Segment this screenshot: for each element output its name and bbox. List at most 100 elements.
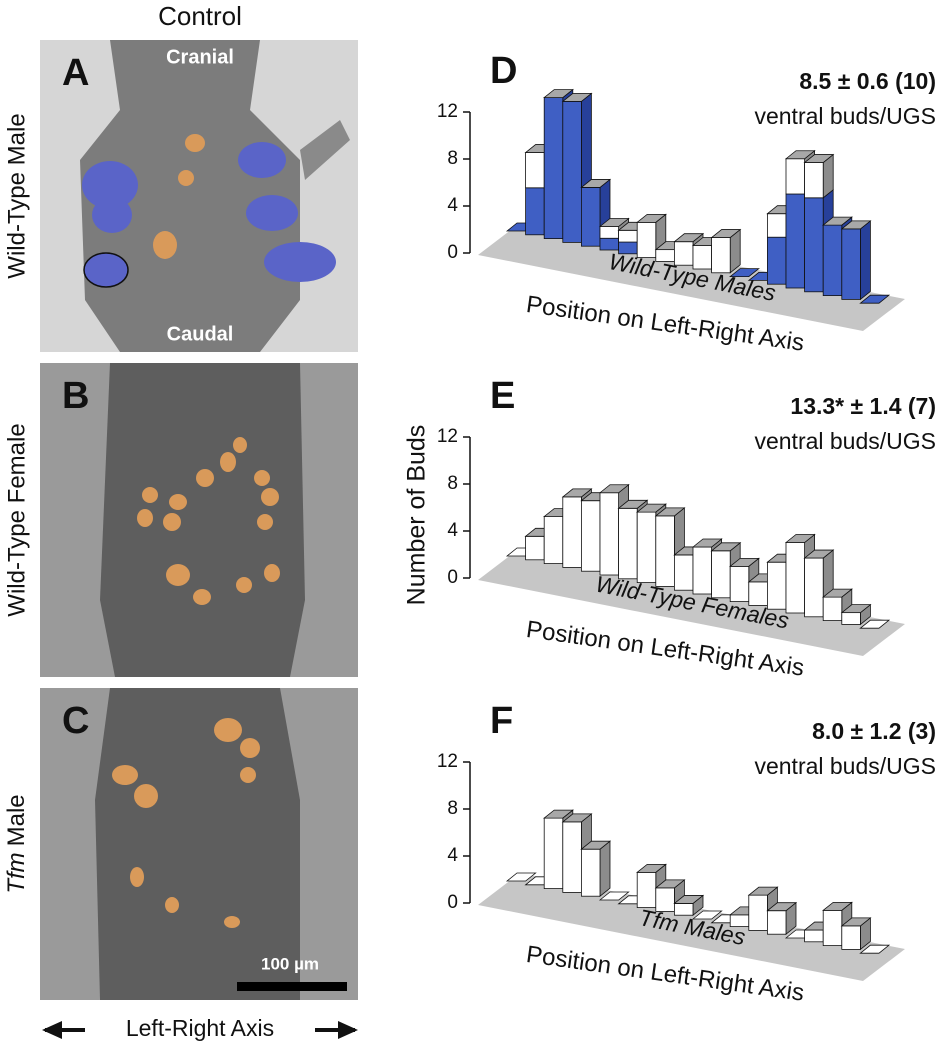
bar-top	[654, 507, 686, 517]
axis-caption: Left-Right Axis	[126, 1015, 274, 1041]
bar-top	[784, 150, 816, 160]
bar-side	[599, 840, 611, 898]
bar	[692, 245, 713, 270]
y-tick-label: 8	[447, 473, 458, 494]
bar-top	[822, 901, 853, 911]
bar-top	[598, 484, 630, 494]
floor	[478, 548, 905, 656]
bar	[841, 228, 861, 300]
y-tick-label: 4	[447, 520, 458, 541]
row-label: Tfm Male	[3, 794, 30, 893]
bar-top	[710, 229, 742, 238]
bar	[543, 97, 564, 239]
bar	[562, 821, 582, 893]
bar-top	[822, 216, 853, 226]
bar-top	[561, 813, 593, 823]
bar-top	[784, 534, 816, 543]
bar	[562, 496, 582, 568]
bar	[543, 817, 564, 889]
bar	[711, 237, 731, 274]
micrograph-a	[40, 40, 358, 352]
bar	[636, 511, 657, 583]
scale-bar-label: 100 µm	[261, 954, 319, 973]
bar-top	[673, 895, 705, 904]
bar-top	[636, 213, 667, 223]
bar	[581, 848, 601, 897]
bar	[525, 187, 545, 236]
bar-top	[840, 917, 872, 927]
column-title: Control	[158, 1, 242, 31]
bar-top	[561, 93, 593, 102]
bar	[841, 925, 861, 950]
y-tick-label: 4	[447, 195, 458, 216]
bar-top	[636, 863, 667, 873]
bar	[822, 596, 843, 621]
bar	[618, 229, 638, 243]
bar-top	[691, 538, 723, 548]
bar	[562, 101, 582, 243]
floor	[478, 873, 905, 981]
bar	[692, 546, 713, 595]
bar	[581, 187, 601, 247]
bar-top	[859, 944, 891, 954]
bar	[822, 909, 843, 946]
y-tick-label: 8	[447, 798, 458, 819]
bar	[599, 226, 620, 239]
bar	[618, 241, 638, 255]
y-tick-label: 0	[447, 242, 458, 263]
bar	[729, 914, 750, 927]
bar	[655, 515, 675, 587]
panel-letter: B	[62, 375, 89, 417]
bar-top	[766, 902, 798, 912]
bar	[785, 542, 806, 614]
bar-top	[729, 557, 760, 567]
y-tick-label: 12	[437, 751, 458, 772]
bar	[674, 241, 694, 266]
bar	[599, 492, 620, 576]
annotation-note: ventral buds/UGS	[754, 103, 936, 129]
y-axis-title: Number of Buds	[403, 425, 431, 606]
bar-top	[636, 503, 667, 513]
annotation-note: ventral buds/UGS	[754, 753, 936, 779]
y-tick-label: 8	[447, 148, 458, 169]
bar-top	[803, 549, 835, 559]
annotation: 13.3* ± 1.4 (7)	[790, 393, 936, 419]
micrograph-c	[40, 688, 358, 1000]
bar-top	[803, 154, 835, 163]
panel-letter: E	[490, 375, 515, 417]
bar	[543, 516, 564, 564]
bar	[785, 193, 806, 289]
row-label: Wild-Type Female	[3, 423, 30, 616]
bar	[674, 903, 694, 916]
y-tick-label: 0	[447, 892, 458, 913]
bar	[636, 871, 657, 908]
bar-top	[840, 220, 872, 230]
bar	[767, 236, 787, 285]
bar	[618, 507, 638, 580]
y-tick-label: 12	[437, 101, 458, 122]
row-label: Wild-Type Male	[3, 113, 30, 278]
micrograph-b	[40, 363, 358, 677]
bar	[767, 910, 787, 935]
bottom-label: Caudal	[167, 323, 234, 345]
y-tick-label: 12	[437, 426, 458, 447]
bar-top	[654, 879, 686, 889]
y-tick-label: 0	[447, 567, 458, 588]
panel-letter: A	[62, 52, 89, 94]
bar	[599, 237, 620, 251]
bar	[655, 887, 675, 912]
panel-letter: F	[490, 700, 513, 742]
bar	[841, 612, 861, 625]
bar	[804, 929, 824, 943]
bar	[804, 557, 824, 618]
bar	[525, 535, 545, 561]
axis-arrows	[42, 1021, 358, 1039]
bar	[804, 197, 824, 293]
bar	[767, 561, 787, 610]
bar	[655, 249, 675, 262]
bar	[674, 554, 694, 591]
bar	[785, 158, 806, 195]
panel-letter: C	[62, 700, 89, 742]
bar-top	[598, 218, 630, 227]
